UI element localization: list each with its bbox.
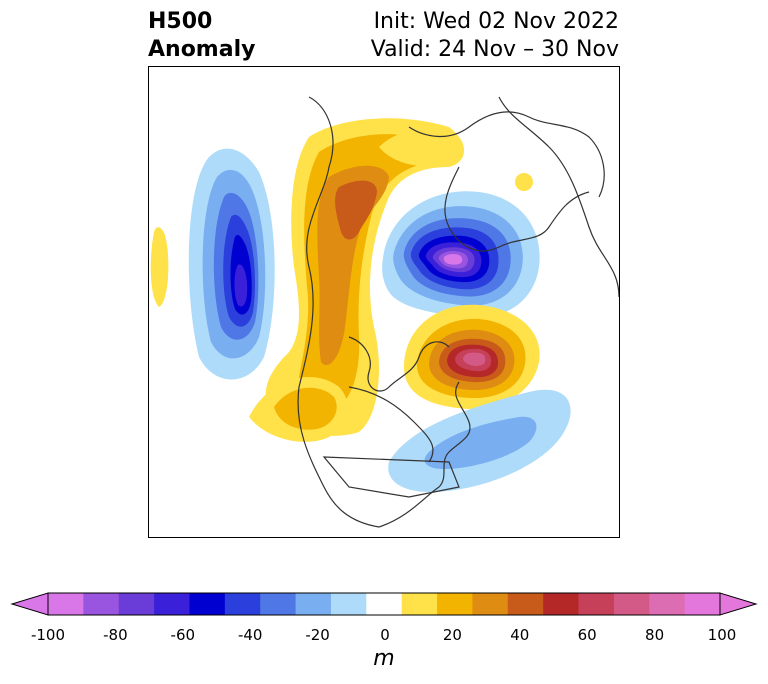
north-atlantic-ridge bbox=[404, 304, 540, 409]
colorbar-bin bbox=[48, 593, 84, 615]
chart-dates: Init: Wed 02 Nov 2022 Valid: 24 Nov – 30… bbox=[371, 8, 619, 64]
siberia-small-ridge bbox=[515, 173, 533, 191]
init-date: Init: Wed 02 Nov 2022 bbox=[373, 9, 619, 34]
colorbar-bin bbox=[401, 593, 438, 615]
colorbar-tick-label: 60 bbox=[577, 626, 597, 644]
colorbar-border bbox=[47, 592, 721, 616]
title-type: Anomaly bbox=[148, 37, 256, 62]
colorbar-bin bbox=[366, 593, 403, 615]
colorbar-bin bbox=[295, 593, 332, 615]
colorbar-bin bbox=[613, 593, 650, 615]
colorbar bbox=[10, 592, 758, 616]
colorbar-bin bbox=[684, 593, 721, 615]
colorbar-bin bbox=[83, 593, 120, 615]
colorbar-tick-label: -20 bbox=[305, 626, 330, 644]
colorbar-bin bbox=[260, 593, 297, 615]
polar-vortex-siberia bbox=[382, 191, 540, 318]
colorbar-tick-label: 20 bbox=[442, 626, 462, 644]
colorbar-bin bbox=[472, 593, 509, 615]
colorbar-unit: m bbox=[373, 646, 395, 671]
north-atlantic-trough bbox=[388, 389, 571, 492]
colorbar-bin bbox=[189, 593, 226, 615]
colorbar-bin bbox=[118, 593, 155, 615]
colorbar-bin bbox=[578, 593, 615, 615]
anomaly-map-svg bbox=[150, 96, 619, 528]
colorbar-bin bbox=[224, 593, 261, 615]
colorbar-bin bbox=[330, 593, 367, 615]
pacific-small-ridge bbox=[150, 227, 169, 307]
colorbar-bin bbox=[437, 593, 473, 615]
anomaly-map bbox=[148, 66, 620, 538]
colorbar-tick-label: -80 bbox=[103, 626, 128, 644]
colorbar-bin bbox=[154, 593, 190, 615]
title-variable: H500 bbox=[148, 9, 213, 34]
colorbar-tick-label: -60 bbox=[170, 626, 196, 644]
colorbar-bin bbox=[507, 593, 544, 615]
colorbar-extend-max bbox=[719, 592, 758, 616]
colorbar-tick-label: 80 bbox=[645, 626, 665, 644]
colorbar-tick-label: -100 bbox=[30, 626, 66, 644]
colorbar-bin bbox=[649, 593, 686, 615]
colorbar-extend-min bbox=[10, 592, 49, 616]
alaska-canada-ridge bbox=[265, 118, 464, 436]
colorbar-tick-label: -40 bbox=[237, 626, 263, 644]
coastlines bbox=[297, 96, 619, 528]
colorbar-bin bbox=[543, 593, 580, 615]
colorbar-tick-label: 100 bbox=[707, 626, 737, 644]
colorbar-tick-label: 40 bbox=[510, 626, 530, 644]
colorbar-tick-label: 0 bbox=[380, 626, 390, 644]
pacific-trough bbox=[188, 148, 275, 380]
greenland-ridge bbox=[379, 128, 464, 167]
valid-range: Valid: 24 Nov – 30 Nov bbox=[370, 37, 619, 62]
chart-title: H500 Anomaly bbox=[148, 8, 255, 64]
